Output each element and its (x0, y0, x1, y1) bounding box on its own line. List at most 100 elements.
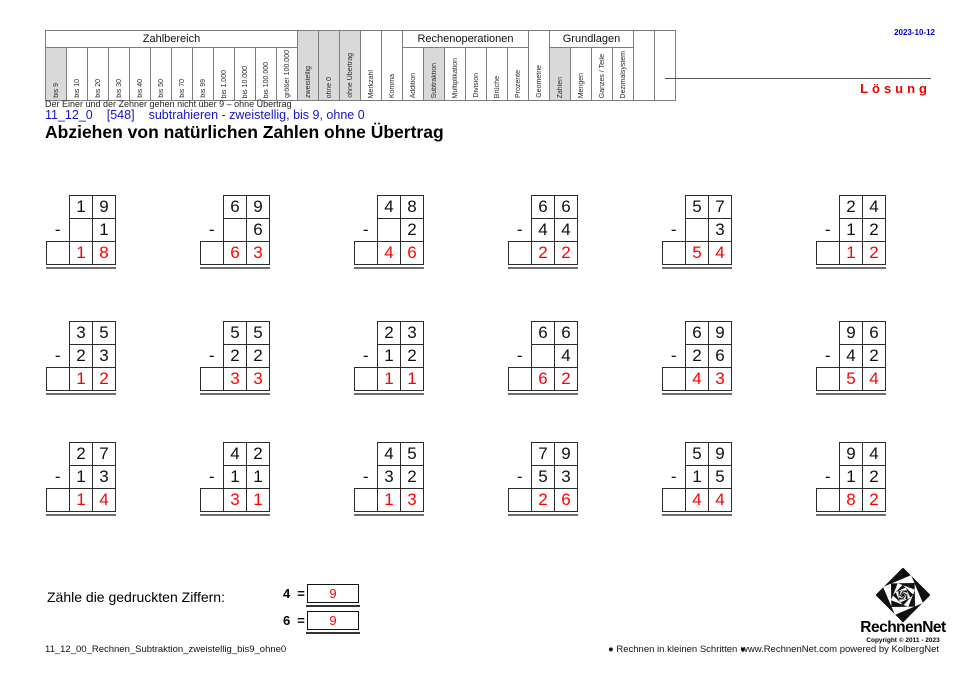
minus-sign: - (54, 219, 61, 239)
matrix-column-geometrie: Geometrie (528, 30, 550, 101)
matrix-column-multiplikation: Multiplikation (444, 47, 466, 101)
result-tens-cell: 3 (223, 488, 247, 512)
matrix-column-label-wrap: Multiplikation (445, 48, 465, 100)
result-carry-cell (816, 367, 840, 391)
result-underline (662, 392, 732, 395)
result-carry-cell (200, 241, 224, 265)
minus-sign: - (824, 466, 831, 486)
result-carry-cell (354, 367, 378, 391)
matrix-column-label: bis 70 (178, 79, 186, 98)
solution-divider (665, 78, 931, 79)
matrix-column-label: bis 10.000 (241, 65, 249, 98)
subtrahend-tens-cell: 2 (69, 344, 93, 368)
matrix-column-bis-50: bis 50 (150, 47, 172, 101)
counted-digit: 6 (283, 613, 291, 628)
spacer-cell (201, 196, 224, 219)
result-underline (816, 266, 886, 269)
digit-count-lhs: 6 = (283, 613, 307, 628)
matrix-column-label-wrap: ohne 0 (319, 32, 339, 100)
minuend-ones-cell: 3 (400, 321, 424, 345)
matrix-column-ohne-übertrag: ohne Übertrag (339, 30, 361, 101)
spacer-cell (509, 196, 532, 219)
matrix-column-prozente: Prozente (507, 47, 529, 101)
subtrahend-ones-cell: 1 (246, 465, 270, 489)
subtrahend-tens-cell: 1 (223, 465, 247, 489)
spacer-cell (201, 322, 224, 345)
worksheet-id-desc: subtrahieren - zweistellig, bis 9, ohne … (148, 108, 365, 122)
subtrahend-tens-cell: 1 (685, 465, 709, 489)
result-underline (46, 392, 116, 395)
subtrahend-tens-cell (223, 218, 247, 242)
result-ones-cell: 2 (862, 241, 886, 265)
subtrahend-tens-cell: 1 (69, 465, 93, 489)
matrix-column-bis-1-000: bis 1.000 (213, 47, 235, 101)
minus-sign: - (824, 219, 831, 239)
minuend-tens-cell: 7 (531, 442, 555, 466)
result-underline (200, 392, 270, 395)
minus-sign: - (516, 466, 523, 486)
result-tens-cell: 5 (839, 367, 863, 391)
result-carry-cell (508, 367, 532, 391)
minuend-ones-cell: 4 (862, 442, 886, 466)
minuend-ones-cell: 9 (92, 195, 116, 219)
minus-sign: - (208, 466, 215, 486)
result-underline (200, 266, 270, 269)
spacer-cell (355, 443, 378, 466)
equals-sign: = (297, 586, 305, 601)
subtrahend-tens-cell: 4 (839, 344, 863, 368)
subtrahend-tens-cell: 5 (531, 465, 555, 489)
result-tens-cell: 2 (531, 241, 555, 265)
result-underline (662, 266, 732, 269)
result-carry-cell (508, 241, 532, 265)
minuend-ones-cell: 9 (246, 195, 270, 219)
subtrahend-tens-cell (69, 218, 93, 242)
minuend-ones-cell: 6 (554, 195, 578, 219)
subtrahend-tens-cell: 2 (223, 344, 247, 368)
matrix-column-bis-9: bis 9 (45, 47, 67, 101)
result-underline (816, 392, 886, 395)
solution-label: Lösung (860, 81, 931, 96)
result-tens-cell: 1 (69, 241, 93, 265)
matrix-column-label: Division (472, 73, 480, 98)
digit-count-row: 4 = 9 (283, 584, 360, 607)
result-ones-cell: 6 (554, 488, 578, 512)
result-ones-cell: 3 (708, 367, 732, 391)
minus-sign: - (670, 345, 677, 365)
matrix-column-dezimalsystem: Dezimalsystem (612, 47, 634, 101)
result-ones-cell: 3 (400, 488, 424, 512)
spacer-cell (355, 196, 378, 219)
matrix-column-ganzes-teile: Ganzes / Teile (591, 47, 613, 101)
result-ones-cell: 2 (862, 488, 886, 512)
matrix-column-blank (633, 30, 655, 101)
subtrahend-ones-cell: 2 (400, 465, 424, 489)
matrix-column-label: bis 100.000 (262, 61, 270, 98)
minuend-ones-cell: 9 (708, 321, 732, 345)
subtrahend-ones-cell: 2 (862, 344, 886, 368)
minuend-ones-cell: 4 (862, 195, 886, 219)
subtrahend-ones-cell: 2 (862, 218, 886, 242)
matrix-column-label-wrap: Geometrie (529, 32, 549, 100)
matrix-column-bis-99: bis 99 (192, 47, 214, 101)
subtrahend-ones-cell: 3 (708, 218, 732, 242)
subtrahend-ones-cell: 2 (400, 218, 424, 242)
spacer-cell (663, 196, 686, 219)
subtrahend-tens-cell (377, 218, 401, 242)
counted-digit: 4 (283, 586, 291, 601)
